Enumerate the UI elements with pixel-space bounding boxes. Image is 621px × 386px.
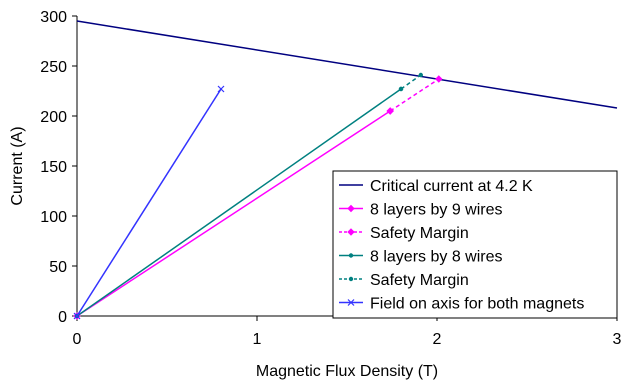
series-line <box>76 110 391 317</box>
x-axis-title: Magnetic Flux Density (T) <box>256 363 438 380</box>
y-tick-label: 150 <box>40 159 67 176</box>
y-tick-label: 100 <box>40 209 67 226</box>
legend: Critical current at 4.2 K 8 layers by 9 w… <box>332 170 618 319</box>
legend-entry: Safety Margin <box>339 272 469 289</box>
legend-entry: Field on axis for both magnets <box>339 296 584 313</box>
diamond-marker <box>386 107 394 115</box>
series-line <box>389 78 440 112</box>
legend-entry: Critical current at 4.2 K <box>339 178 533 195</box>
y-tick-label: 50 <box>49 259 67 276</box>
x-marker <box>217 85 225 93</box>
legend-label: Safety Margin <box>370 272 469 289</box>
series-line <box>76 20 618 109</box>
x-marker <box>347 299 355 306</box>
plot-series <box>73 20 618 320</box>
x-tick-label: 2 <box>433 331 442 348</box>
legend-label: Critical current at 4.2 K <box>370 178 533 195</box>
x-tick-label: 1 <box>253 331 262 348</box>
x-tick-label: 0 <box>73 331 82 348</box>
dot-marker <box>418 72 423 78</box>
dot-marker <box>398 86 404 92</box>
y-tick-label: 250 <box>40 59 67 76</box>
legend-entry: Safety Margin <box>339 225 469 242</box>
series-line <box>76 88 222 317</box>
y-axis-title: Current (A) <box>9 126 26 205</box>
series-line <box>400 74 422 90</box>
legend-label: Field on axis for both magnets <box>370 296 584 313</box>
diamond-marker <box>347 204 355 213</box>
series-3 <box>386 75 443 115</box>
legend-box <box>332 170 618 319</box>
legend-entries: Critical current at 4.2 K 8 layers by 9 w… <box>339 178 584 313</box>
series-5 <box>398 72 423 92</box>
diamond-marker <box>435 75 443 83</box>
series-6 <box>73 85 225 320</box>
y-tick-label: 0 <box>58 309 67 326</box>
diamond-marker <box>347 228 355 236</box>
legend-entry: 8 layers by 8 wires <box>339 249 503 266</box>
y-tick-label: 200 <box>40 109 67 126</box>
axes: 0 50 100 150 200 250 300 0 1 2 3 <box>40 9 621 348</box>
legend-label: Safety Margin <box>370 225 469 242</box>
dot-marker <box>348 276 354 282</box>
dot-marker <box>348 253 354 258</box>
legend-entry: 8 layers by 9 wires <box>339 202 503 219</box>
series-1 <box>76 20 618 109</box>
y-tick-label: 300 <box>40 9 67 26</box>
x-marker <box>73 312 81 320</box>
legend-label: 8 layers by 8 wires <box>370 249 503 266</box>
legend-label: 8 layers by 9 wires <box>370 202 503 219</box>
x-tick-label: 3 <box>613 331 621 348</box>
series-line <box>76 88 402 317</box>
